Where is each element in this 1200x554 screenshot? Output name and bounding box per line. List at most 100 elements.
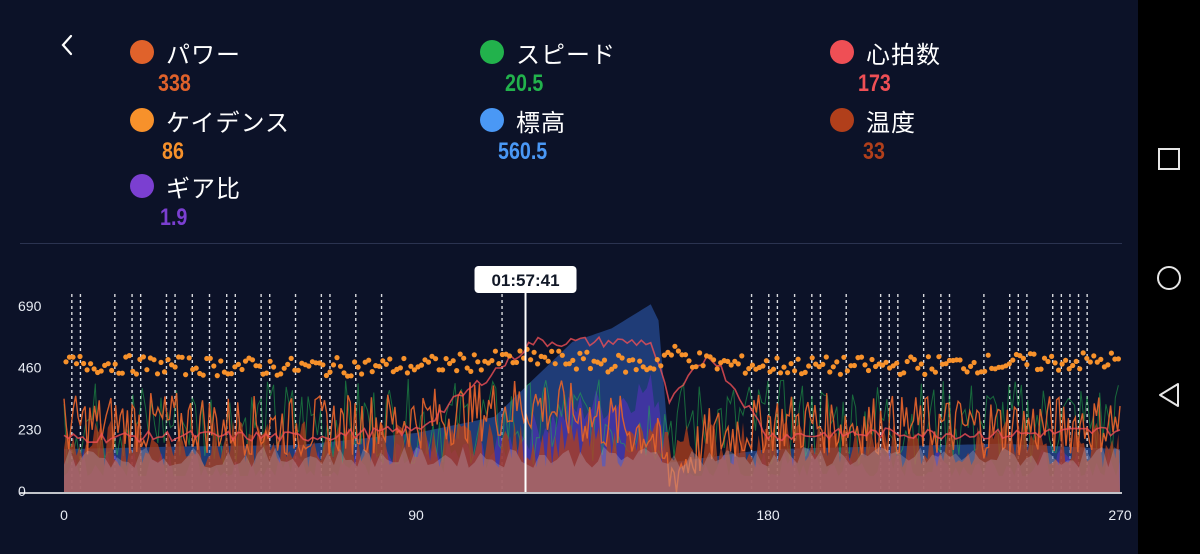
cadence-point xyxy=(517,348,523,354)
cadence-point xyxy=(637,358,643,364)
cadence-point xyxy=(830,364,836,370)
cadence-point xyxy=(1063,357,1069,363)
cadence-point xyxy=(91,366,97,372)
cadence-point xyxy=(228,371,234,377)
cadence-point xyxy=(383,361,389,367)
cadence-point xyxy=(640,364,646,370)
cadence-point xyxy=(179,354,185,360)
cadence-point xyxy=(697,350,703,356)
cadence-point xyxy=(982,368,988,374)
cadence-point xyxy=(573,366,580,372)
x-tick-label: 270 xyxy=(1108,507,1132,523)
cadence-point xyxy=(161,369,168,375)
cadence-point xyxy=(267,358,273,364)
cadence-point xyxy=(172,364,178,370)
cadence-point xyxy=(341,370,347,376)
cadence-point xyxy=(366,357,372,363)
cadence-point xyxy=(883,359,889,365)
activity-chart[interactable]: 690 460 230 0 0 90 180 270 01:57:41 xyxy=(0,256,1140,554)
cadence-point xyxy=(239,366,245,373)
cadence-point xyxy=(1041,355,1048,361)
cadence-dot xyxy=(130,108,154,132)
cadence-point xyxy=(880,362,886,368)
cadence-point xyxy=(443,356,449,362)
cadence-point xyxy=(612,363,618,369)
cadence-point xyxy=(186,355,192,361)
y-tick-label: 460 xyxy=(18,360,42,376)
cadence-point xyxy=(788,361,794,367)
time-cursor[interactable]: 01:57:41 xyxy=(474,266,577,492)
system-nav-bar xyxy=(1138,0,1200,554)
metric-label: 標高 xyxy=(516,109,566,137)
cadence-point xyxy=(616,352,622,358)
cadence-point xyxy=(1108,350,1114,356)
metric-value: 338 xyxy=(158,70,191,97)
cadence-point xyxy=(802,369,808,375)
temperature-area xyxy=(64,420,1120,492)
home-button[interactable] xyxy=(1155,264,1183,296)
cadence-point xyxy=(580,356,587,362)
cadence-point xyxy=(770,366,777,372)
x-axis: 0 90 180 270 xyxy=(20,492,1132,523)
cadence-point xyxy=(144,367,150,373)
cadence-point xyxy=(760,363,766,369)
y-tick-label: 690 xyxy=(18,298,42,314)
cadence-point xyxy=(461,355,467,361)
x-tick-label: 0 xyxy=(60,507,68,523)
cadence-point xyxy=(1038,366,1044,372)
cadence-point xyxy=(957,357,963,363)
cadence-point xyxy=(207,355,213,361)
cadence-point xyxy=(411,367,417,373)
cadence-point xyxy=(1006,361,1012,367)
cadence-point xyxy=(471,352,477,358)
cadence-point xyxy=(337,363,344,369)
cadence-point xyxy=(809,355,815,361)
cadence-point xyxy=(785,370,791,376)
cadence-point xyxy=(725,358,731,364)
cadence-point xyxy=(249,357,256,363)
cadence-point xyxy=(929,366,935,372)
cadence-point xyxy=(214,373,220,379)
cadence-point xyxy=(961,366,967,372)
cadence-point xyxy=(570,357,576,363)
heart-rate-dot xyxy=(830,40,854,64)
y-tick-label: 230 xyxy=(18,421,42,437)
cadence-point xyxy=(700,363,706,369)
cadence-point xyxy=(675,348,682,354)
cadence-point xyxy=(1073,358,1079,364)
cadence-point xyxy=(904,358,910,365)
cadence-point xyxy=(348,373,354,379)
cadence-point xyxy=(264,370,270,376)
cadence-point xyxy=(985,352,991,358)
cadence-point xyxy=(661,352,668,358)
cadence-point xyxy=(1087,359,1093,365)
back-button[interactable] xyxy=(54,30,80,60)
cadence-point xyxy=(98,368,104,374)
cadence-point xyxy=(601,357,608,363)
cadence-point xyxy=(820,361,826,367)
cadence-point xyxy=(425,359,432,365)
cadence-point xyxy=(584,349,590,355)
cadence-point xyxy=(654,357,660,363)
cadence-point xyxy=(1056,367,1062,373)
cadence-point xyxy=(70,354,76,360)
cadence-point xyxy=(841,354,847,360)
cadence-point xyxy=(140,354,146,360)
y-axis: 690 460 230 0 xyxy=(18,298,42,499)
cadence-point xyxy=(943,361,949,367)
recent-apps-button[interactable] xyxy=(1157,147,1181,175)
cadence-point xyxy=(545,358,551,364)
cadence-point xyxy=(925,354,932,360)
system-back-button[interactable] xyxy=(1157,382,1181,412)
cadence-point xyxy=(464,365,470,371)
x-tick-label: 90 xyxy=(408,507,424,523)
cadence-point xyxy=(1080,350,1086,356)
power-line xyxy=(63,380,1121,493)
cadence-point xyxy=(334,355,340,361)
cadence-point xyxy=(658,363,664,369)
chevron-left-icon xyxy=(60,34,74,56)
cadence-point xyxy=(823,354,829,360)
cadence-point xyxy=(531,349,537,355)
cadence-point xyxy=(330,362,337,368)
back-triangle-icon xyxy=(1159,383,1179,407)
